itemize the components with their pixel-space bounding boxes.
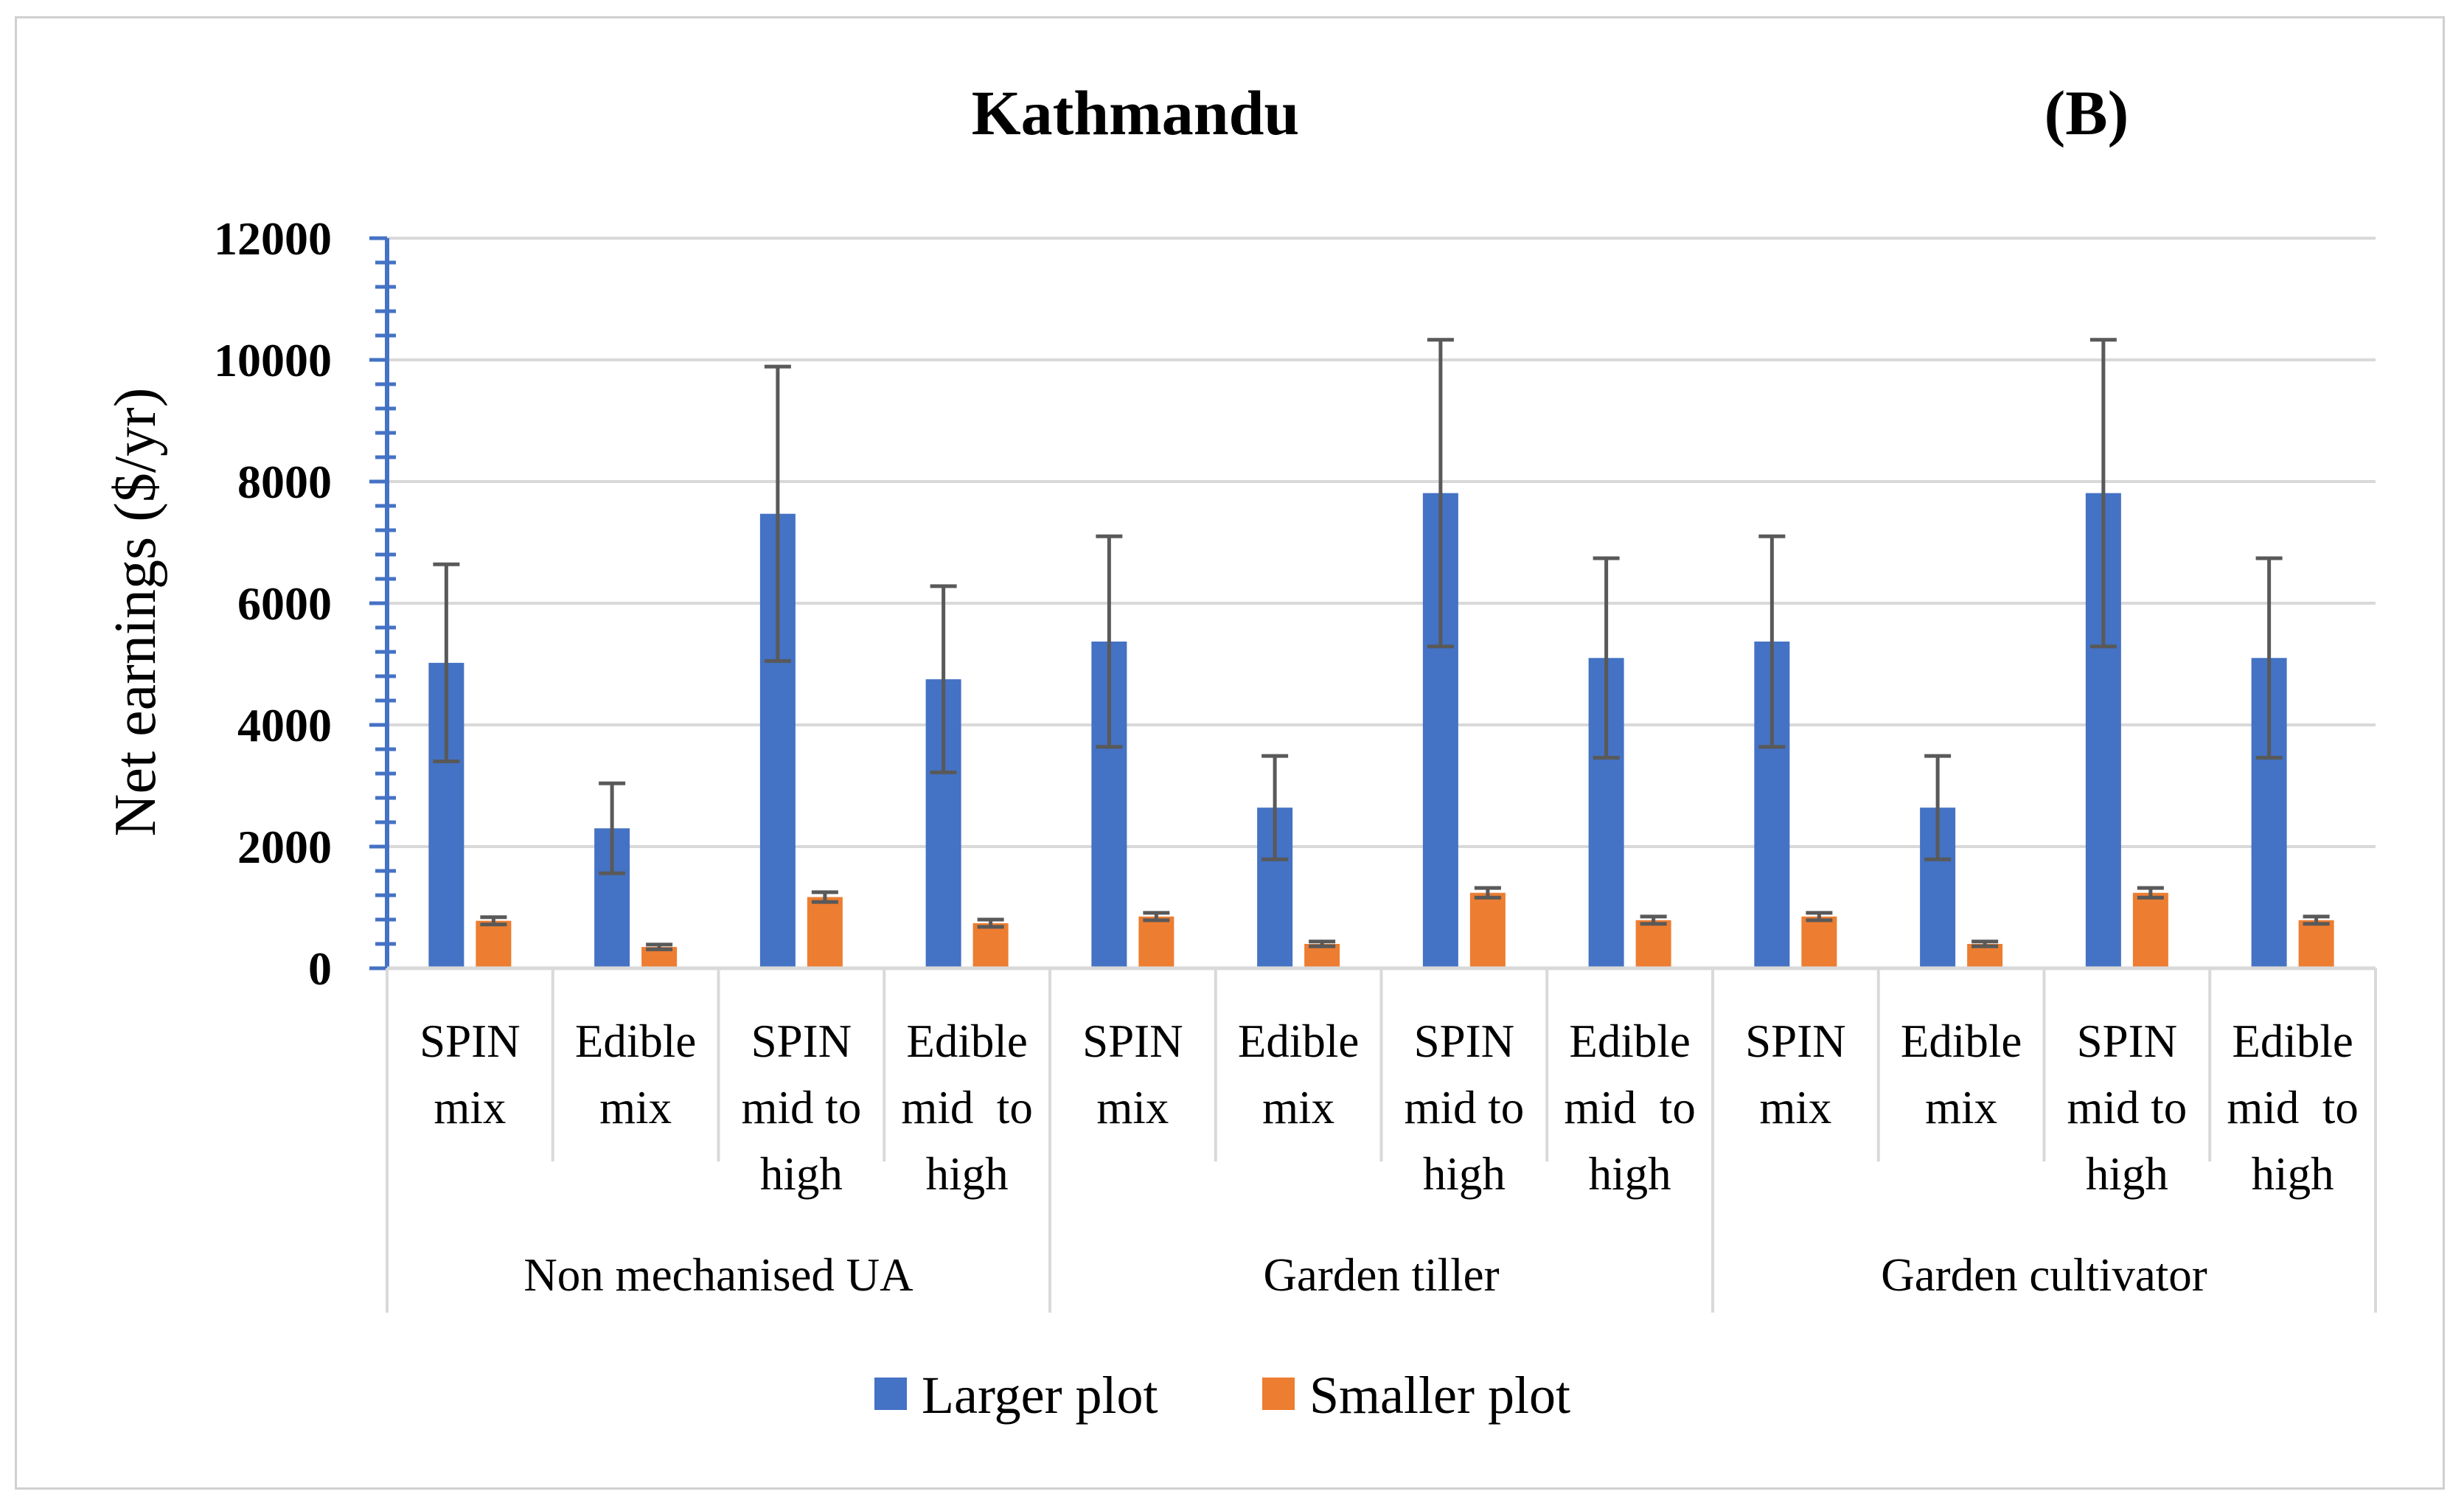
bar-smaller-plot [476,920,512,968]
y-tick-label: 8000 [237,456,332,508]
legend-swatch-larger-plot [874,1378,907,1410]
y-tick-label: 2000 [237,821,332,873]
x-category-label: SPIN mix [1082,1015,1183,1133]
chart-title: Kathmandu [972,77,1300,148]
axes: 0 2000 4000 6000 8000 10000 12000 [214,212,2376,995]
bar-smaller-plot [1801,916,1837,968]
x-group-label: Garden tiller [1263,1249,1499,1301]
x-category-label: SPIN mid to high [2067,1015,2187,1200]
x-category-label: SPIN mix [1745,1015,1846,1133]
bar-smaller-plot [1469,892,1506,968]
bar-smaller-plot [1138,916,1174,968]
x-category-label: SPIN mid to high [1404,1015,1524,1200]
x-category-label: SPIN mid to high [741,1015,861,1200]
y-tick-label: 0 [308,942,332,995]
bar-smaller-plot [1635,920,1671,968]
y-axis-label: Net earnings ($/yr) [103,388,168,837]
x-group-label: Garden cultivator [1881,1249,2207,1301]
y-tick-label: 6000 [237,577,332,630]
bars [428,493,2334,968]
panel-label: (B) [2044,77,2129,148]
bar-smaller-plot [807,897,843,968]
y-tick-label: 10000 [214,334,332,386]
legend-label-larger-plot: Larger plot [922,1366,1158,1425]
x-category-label: Edible mid to high [1564,1015,1696,1200]
x-category-label: Edible mid to high [2227,1015,2359,1200]
legend-label-smaller-plot: Smaller plot [1309,1366,1570,1425]
bar-smaller-plot [972,923,1009,968]
x-group-label: Non mechanised UA [523,1249,913,1301]
x-category-label: Edible mix [575,1015,696,1133]
error-bars [433,338,2330,951]
gridlines [387,237,2376,848]
bar-smaller-plot [2298,920,2334,968]
y-tick-label: 4000 [237,699,332,751]
x-category-label: Edible mix [1238,1015,1359,1133]
legend-swatch-smaller-plot [1262,1378,1295,1410]
bar-smaller-plot [2132,892,2168,968]
x-category-labels: SPIN mix Edible mix SPIN mid to high Edible mid … [386,968,2377,1313]
y-tick-label: 12000 [214,212,332,265]
legend: Larger plot Smaller plot [874,1366,1570,1425]
x-category-label: Edible mid to high [901,1015,1033,1200]
chart-frame [15,16,2445,1490]
x-category-label: Edible mix [1901,1015,2022,1133]
x-category-label: SPIN mix [420,1015,521,1133]
